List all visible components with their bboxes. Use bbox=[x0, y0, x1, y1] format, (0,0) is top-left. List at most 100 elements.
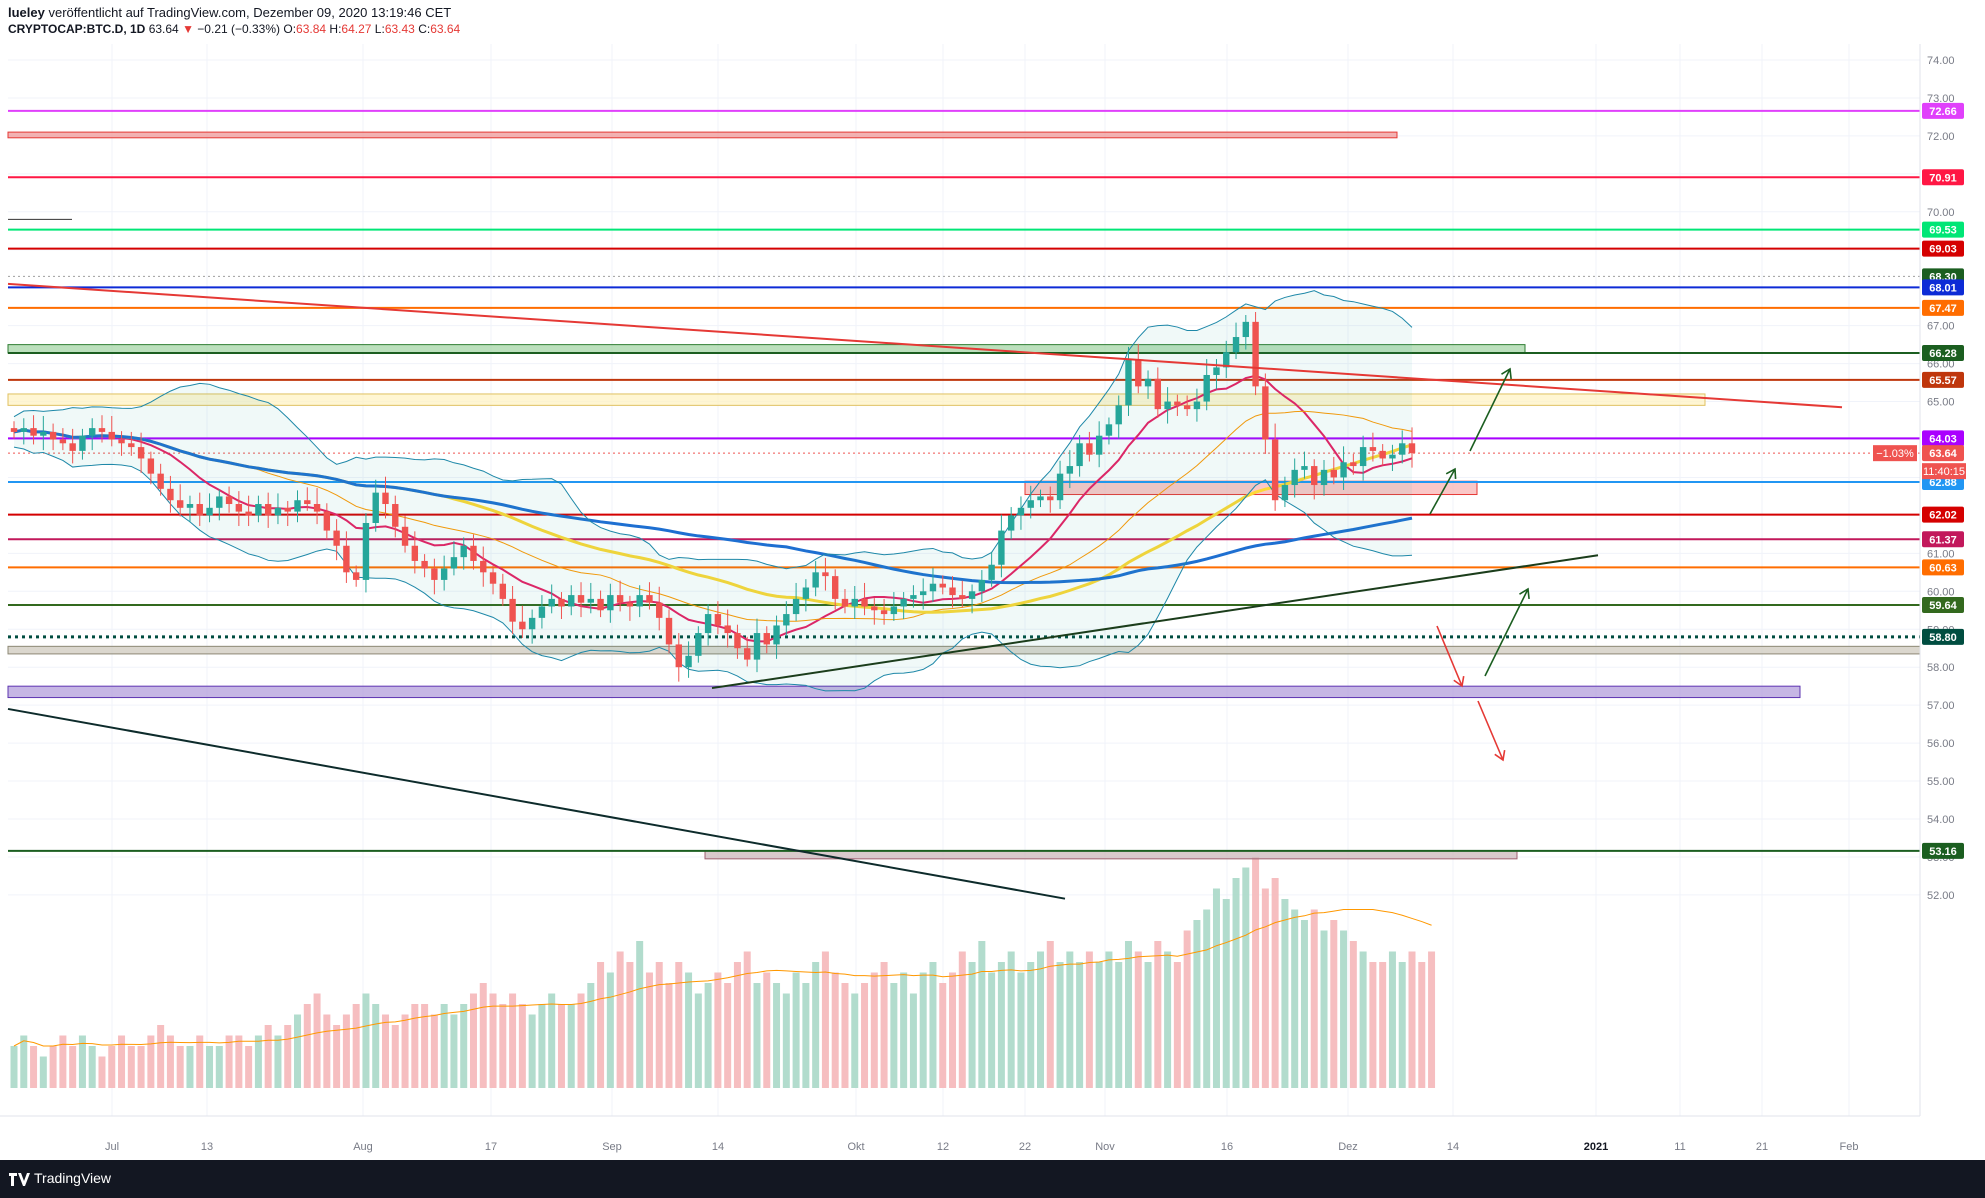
volume-bar bbox=[1320, 930, 1328, 1088]
candle bbox=[939, 583, 946, 588]
volume-bar bbox=[909, 993, 917, 1088]
candle bbox=[910, 595, 917, 599]
price-line-label-bg bbox=[1922, 371, 1964, 388]
volume-bar bbox=[245, 1046, 253, 1088]
candle bbox=[1242, 321, 1250, 338]
up-arrow-icon-head bbox=[1445, 467, 1457, 480]
bollinger-upper-line bbox=[13, 290, 1413, 570]
candle bbox=[734, 633, 741, 649]
x-tick-label: Sep bbox=[602, 1141, 622, 1153]
volume-bar bbox=[254, 1035, 262, 1088]
candle bbox=[1291, 469, 1298, 486]
volume-bar bbox=[782, 993, 790, 1088]
bollinger-lower-line bbox=[13, 446, 1413, 692]
price-line-label: 63.64 bbox=[1929, 448, 1957, 460]
dark-trendline bbox=[7, 707, 1066, 900]
price-chart[interactable]: 74.0073.0072.0071.0070.0069.0068.0067.00… bbox=[0, 44, 1985, 1160]
price-line-label: 66.28 bbox=[1929, 348, 1957, 360]
volume-bar bbox=[342, 1014, 350, 1088]
candle bbox=[753, 633, 761, 660]
volume-bar bbox=[763, 972, 771, 1088]
change-arrow-icon: ▼ bbox=[182, 22, 194, 36]
price-axis[interactable]: 74.0073.0072.0071.0070.0069.0068.0067.00… bbox=[1873, 44, 1985, 1160]
symbol-label[interactable]: CRYPTOCAP:BTC.D, 1D bbox=[8, 22, 146, 36]
volume-zone-53 bbox=[704, 850, 1518, 860]
candle bbox=[1076, 443, 1083, 467]
price-line-label: 72.66 bbox=[1929, 106, 1957, 118]
volume-bar bbox=[372, 1004, 380, 1088]
candle bbox=[607, 595, 614, 611]
x-tick-label: 22 bbox=[1019, 1141, 1031, 1153]
candle bbox=[1213, 367, 1220, 375]
candle bbox=[147, 458, 155, 474]
candle bbox=[822, 572, 829, 577]
candle bbox=[157, 473, 164, 489]
price-line-label: 70.91 bbox=[1929, 172, 1957, 184]
volume-bar bbox=[812, 962, 820, 1088]
candle bbox=[216, 496, 223, 508]
candle bbox=[1017, 507, 1025, 516]
author-name[interactable]: lueley bbox=[8, 5, 45, 20]
volume-bar bbox=[235, 1035, 243, 1088]
volume-bar bbox=[587, 983, 595, 1088]
volume-bar bbox=[391, 1025, 399, 1088]
volume-bar bbox=[1007, 951, 1015, 1088]
volume-bar bbox=[362, 993, 370, 1088]
high-value: 64.27 bbox=[341, 22, 372, 36]
x-tick-label: 2021 bbox=[1584, 1141, 1608, 1153]
candle bbox=[773, 625, 780, 645]
green-trendline bbox=[711, 554, 1599, 690]
volume-bar bbox=[1056, 962, 1064, 1088]
change-pct-bg bbox=[1873, 445, 1917, 462]
x-tick-label: Aug bbox=[353, 1141, 373, 1153]
candle bbox=[196, 504, 203, 516]
candle bbox=[489, 572, 497, 584]
volume-bar bbox=[323, 1014, 331, 1088]
candle bbox=[685, 655, 692, 668]
volume-bar bbox=[147, 1035, 155, 1088]
candle bbox=[900, 598, 907, 607]
volume-bar bbox=[479, 983, 487, 1088]
candle bbox=[40, 431, 47, 436]
volume-bar bbox=[196, 1035, 204, 1088]
price-line-label-bg bbox=[1922, 279, 1964, 296]
volume-bar bbox=[489, 993, 497, 1088]
candle bbox=[558, 598, 565, 607]
candle bbox=[206, 507, 213, 516]
candle bbox=[1311, 466, 1318, 486]
candle bbox=[470, 545, 477, 561]
volume-bar bbox=[773, 983, 781, 1088]
volume-bar bbox=[557, 1004, 565, 1088]
time-axis[interactable]: Jul 13 Aug 17 Sep 14 Okt 12 22 Nov 16 Dez 14 2021 11 21… bbox=[0, 1115, 1920, 1153]
price-line-label: 68.01 bbox=[1929, 282, 1957, 294]
volume-bar bbox=[743, 951, 751, 1088]
up-arrow-icon bbox=[1469, 368, 1511, 452]
volume-bar bbox=[655, 962, 663, 1088]
volume-bar bbox=[792, 972, 800, 1088]
candle bbox=[20, 428, 27, 432]
candle bbox=[851, 598, 858, 607]
y-tick-label: 55.00 bbox=[1927, 776, 1955, 788]
candle bbox=[1154, 378, 1162, 410]
countdown-label: 11:40:15 bbox=[1923, 466, 1965, 478]
volume-bar bbox=[98, 1056, 106, 1088]
candle bbox=[988, 564, 995, 580]
volume-bar bbox=[333, 1025, 341, 1088]
volume-bar bbox=[1144, 962, 1152, 1088]
candle bbox=[274, 507, 282, 516]
brand-name[interactable]: TradingView bbox=[34, 1170, 112, 1186]
ohlc-line: CRYPTOCAP:BTC.D, 1D 63.64 ▼ −0.21 (−0.33… bbox=[8, 22, 460, 36]
volume-bar bbox=[988, 972, 996, 1088]
volume-bar bbox=[538, 1004, 546, 1088]
price-line-label: 59.64 bbox=[1929, 600, 1957, 612]
volume-bar bbox=[460, 1004, 468, 1088]
volume-bar bbox=[1017, 972, 1025, 1088]
candle bbox=[675, 644, 682, 668]
price-line-label: 62.88 bbox=[1929, 477, 1957, 489]
candle bbox=[176, 500, 184, 508]
volume-bar bbox=[919, 972, 927, 1088]
price-line-label-bg bbox=[1922, 445, 1964, 462]
volume-bar bbox=[30, 1046, 38, 1088]
candle bbox=[1056, 473, 1064, 501]
volume-bar bbox=[450, 1014, 458, 1088]
